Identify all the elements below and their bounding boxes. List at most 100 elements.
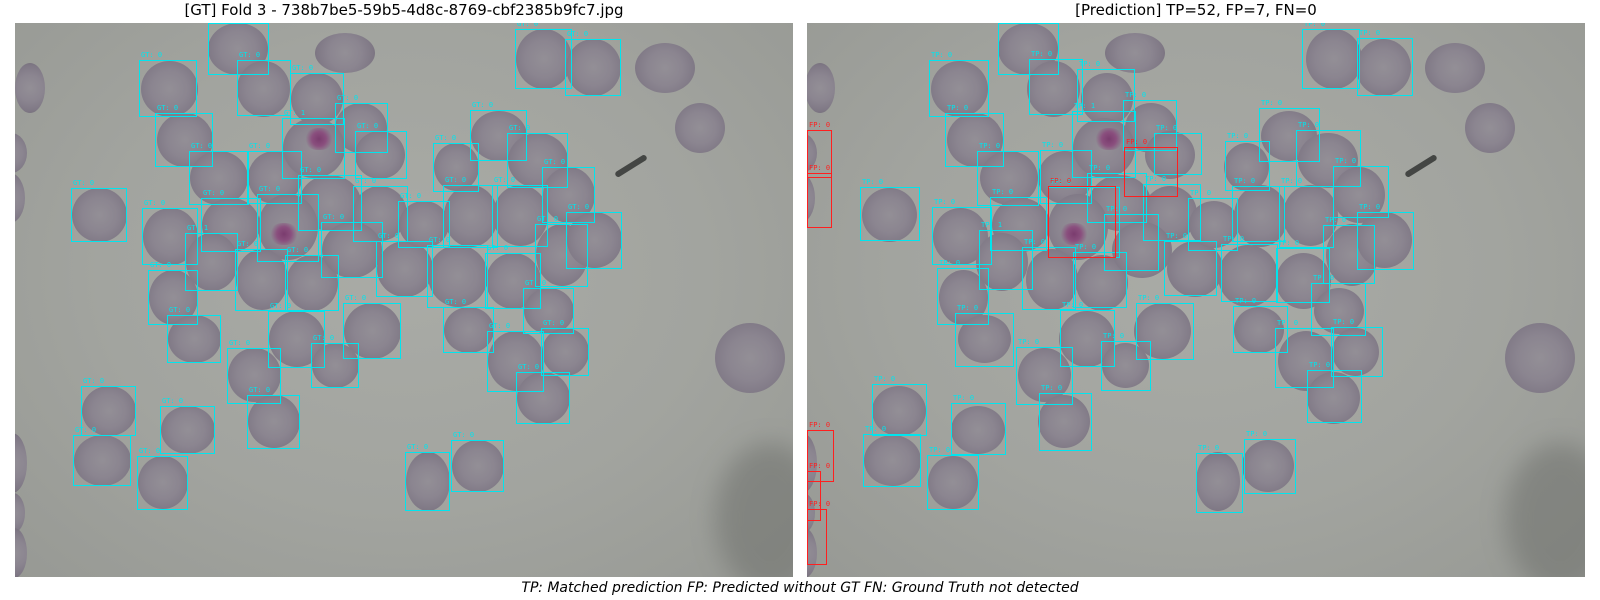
red-blood-cell (15, 528, 27, 577)
ground-truth-box: GT: 0 (443, 176, 498, 248)
box-label: GT: 0 (292, 64, 314, 72)
box-label: GT: 0 (75, 426, 97, 434)
true-positive-box: TP: 0 (1136, 294, 1194, 360)
box-label: GT: 0 (453, 431, 475, 439)
box-label: TP: 0 (874, 375, 896, 383)
box-label: TP: 0 (862, 178, 884, 186)
red-blood-cell (355, 131, 405, 179)
true-positive-box: TP: 0 (1104, 205, 1159, 271)
red-blood-cell (406, 452, 450, 511)
true-positive-box: TP: 0 (1357, 29, 1413, 96)
box-label: TP: 0 (1325, 216, 1347, 224)
box-label: TP: 0 (1018, 338, 1040, 346)
true-positive-box: TP: 0 (927, 446, 979, 510)
red-blood-cell (872, 386, 926, 436)
box-label: GT: 0 (162, 397, 184, 405)
red-blood-cell (1196, 452, 1240, 511)
prediction-image-panel: TP: 0 TP: 0 TP: 0 TP: 0 TP: 0 TP: 0 TP: 0 TP: 0… (807, 23, 1585, 577)
true-positive-box: TP: 0 (1154, 124, 1202, 175)
box-label: GT: 0 (287, 246, 309, 254)
ground-truth-box: GT: 0 (335, 94, 388, 153)
red-blood-cell (141, 61, 198, 117)
ground-truth-box: GT: 0 (208, 23, 269, 75)
red-blood-cell (15, 133, 27, 173)
box-label: TP: 0 (1261, 99, 1283, 107)
parasite-stain (1095, 128, 1123, 150)
ground-truth-box: GT: 0 (139, 51, 197, 117)
ground-truth-box: GT: 0 (247, 142, 302, 204)
true-positive-box: TP: 0 (945, 104, 1004, 167)
ground-truth-box: GT: 0 (237, 51, 291, 116)
red-blood-cell (1505, 323, 1575, 393)
red-blood-cell (186, 233, 238, 291)
box-label: FP: 0 (809, 421, 831, 429)
true-positive-box: TP: 0 (1077, 60, 1135, 122)
box-label: GT: 0 (270, 302, 292, 310)
red-blood-cell (428, 245, 488, 307)
ground-truth-box: GT: 0 (311, 334, 359, 388)
ground-truth-box: GT: 0 (470, 101, 527, 161)
gt-boxes-layer: GT: 0 GT: 0 GT: 0 GT: 0 GT: 0 GT: 0 GT: 0 GT: 0… (15, 23, 793, 577)
box-label: GT: 0 (203, 189, 225, 197)
ground-truth-box: GT: 0 (142, 199, 198, 265)
box-label: TP: 0 (1335, 157, 1357, 165)
red-blood-cell (1306, 29, 1362, 89)
true-positive-box: TP: 0 (1101, 332, 1151, 391)
true-positive-box: TP: 0 (1087, 164, 1147, 223)
red-blood-cell (635, 43, 695, 93)
ground-truth-box: GT: 0 (433, 134, 479, 192)
false-positive-box: FP: 0 (1124, 138, 1178, 197)
box-label: TP: 0 (1309, 361, 1331, 369)
red-blood-cell (807, 433, 817, 493)
true-positive-box: TP: 0 (1357, 203, 1414, 270)
box-label: GT: 0 (435, 134, 457, 142)
box-label: GT: 0 (313, 334, 335, 342)
box-label: GT: 0 (567, 30, 589, 38)
true-positive-box: TP: 0 (1311, 274, 1366, 336)
box-label: TP: 0 (1042, 141, 1064, 149)
red-blood-cell (958, 315, 1011, 363)
box-label: TP: 0 (1024, 238, 1046, 246)
true-positive-box: TP: 0 (863, 425, 921, 487)
true-positive-box: TP: 0 (1302, 23, 1360, 89)
true-positive-box: TP: 0 (1275, 319, 1334, 388)
red-blood-cell (1314, 288, 1364, 334)
true-positive-box: TP: 0 (937, 259, 989, 325)
true-positive-box: TP: 0 (1233, 297, 1288, 353)
ground-truth-box: GT: 0 (285, 246, 339, 311)
ground-truth-box: GT: 0 (376, 232, 433, 297)
box-label: TP: 0 (979, 142, 1001, 150)
ground-truth-box: GT: 0 (235, 240, 288, 311)
box-label: GT: 0 (259, 185, 281, 193)
box-label: TP: 0 (1223, 235, 1245, 243)
parasite-stain (270, 223, 298, 245)
true-positive-box: TP: 0 (1039, 384, 1092, 451)
ground-truth-box: GT: 0 (451, 431, 504, 492)
box-label: TP: 0 (1166, 232, 1188, 240)
true-positive-box: TP: 0 (951, 394, 1006, 455)
box-label: FP: 0 (809, 500, 831, 508)
ground-truth-box: GT: 0 (443, 298, 494, 353)
box-label: TP: 0 (1281, 177, 1303, 185)
box-label: TP: 0 (1031, 50, 1053, 58)
box-label: GT: 0 (73, 179, 95, 187)
box-label: TP: 0 (1235, 297, 1257, 305)
red-blood-cell (516, 29, 572, 89)
red-blood-cell (344, 303, 401, 359)
box-label: TP: 0 (1227, 132, 1249, 140)
red-blood-cell (291, 73, 343, 125)
ground-truth-box: GT: 0 (201, 189, 261, 252)
ground-truth-box: GT: 0 (155, 104, 213, 167)
box-label: TP: 0 (957, 304, 979, 312)
red-blood-cell (675, 103, 725, 153)
box-label: GT: 0 (237, 240, 259, 248)
gt-panel-title: [GT] Fold 3 - 738b7be5-59b5-4d8c-8769-cb… (184, 1, 624, 19)
ground-truth-box: GT: 0 (485, 244, 541, 309)
box-label: GT: 0 (537, 215, 559, 223)
red-blood-cell (807, 63, 835, 113)
box-label: TP: 0 (1333, 318, 1355, 326)
box-label: GT: 0 (517, 23, 539, 28)
true-positive-box: TP: 0 (1307, 361, 1362, 423)
box-label: GT: 0 (489, 322, 511, 330)
box-label: GT: 0 (345, 294, 367, 302)
